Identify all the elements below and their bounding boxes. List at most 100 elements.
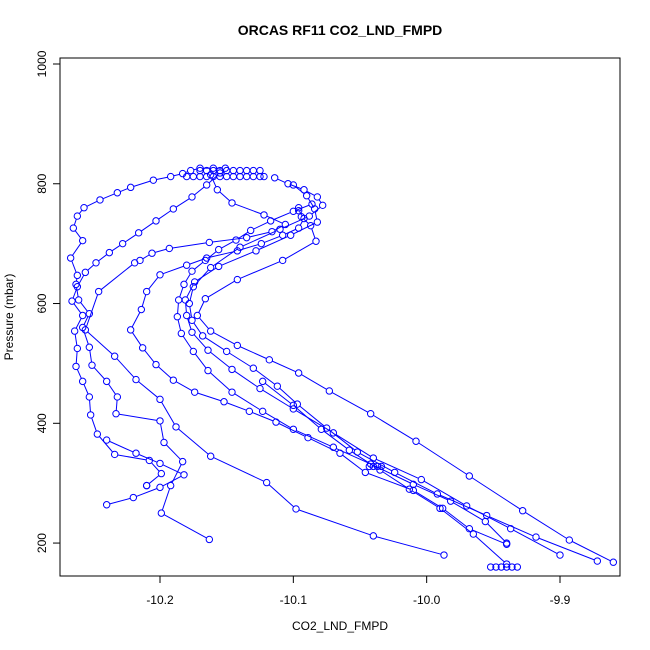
- data-point: [390, 468, 399, 477]
- series-line-segment: [73, 218, 77, 226]
- data-point: [233, 341, 242, 350]
- series-line-segment: [83, 384, 89, 395]
- data-point: [209, 164, 218, 172]
- series-line-segment: [219, 191, 230, 202]
- data-point: [289, 207, 298, 216]
- data-point: [249, 172, 258, 181]
- series-line-segment: [252, 412, 274, 422]
- series-line-segment: [444, 509, 468, 528]
- data-point: [204, 346, 212, 354]
- series-line-segment: [87, 331, 113, 355]
- data-point: [236, 243, 244, 251]
- series: [196, 166, 264, 175]
- data-point: [105, 248, 114, 257]
- data-point: [286, 231, 295, 239]
- data-point: [293, 400, 302, 408]
- data-point: [256, 166, 264, 175]
- series-line-segment: [75, 351, 78, 364]
- data-point: [172, 423, 180, 431]
- data-point: [361, 468, 370, 477]
- data-point: [78, 377, 87, 386]
- data-point: [302, 192, 311, 200]
- series-line-segment: [78, 209, 83, 214]
- data-point: [258, 377, 267, 386]
- data-point: [278, 256, 287, 265]
- data-point: [245, 407, 254, 416]
- series-line-segment: [323, 430, 348, 449]
- series-line-segment: [272, 360, 296, 373]
- series-line-segment: [162, 265, 184, 275]
- data-point: [345, 446, 354, 454]
- data-point: [157, 469, 166, 478]
- data-point: [289, 401, 298, 410]
- series-line-segment: [116, 358, 135, 378]
- data-point: [486, 563, 495, 571]
- series-line-segment: [99, 436, 113, 453]
- data-point: [258, 407, 267, 416]
- series-line-segment: [162, 475, 182, 487]
- series: [185, 174, 602, 565]
- series-line-segment: [336, 448, 368, 464]
- series-line-segment: [154, 248, 167, 253]
- series-line-segment: [285, 242, 314, 260]
- data-point: [189, 283, 198, 291]
- series-line-segment: [310, 438, 338, 453]
- data-point: [565, 536, 574, 544]
- series-line-segment: [213, 457, 264, 482]
- series-line-segment: [119, 413, 157, 421]
- data-point: [206, 327, 215, 335]
- series-line-segment: [376, 536, 442, 555]
- data-point: [249, 166, 258, 175]
- series-line-segment: [158, 366, 172, 379]
- series-line-segment: [75, 318, 82, 329]
- series: [181, 181, 564, 559]
- series-line-segment: [240, 261, 280, 279]
- series-line-segment: [163, 514, 207, 539]
- data-point: [148, 249, 156, 257]
- series-line-segment: [165, 444, 181, 460]
- series-line-segment: [318, 199, 322, 203]
- data-point: [229, 166, 238, 175]
- data-point: [165, 244, 174, 253]
- series-line-segment: [240, 346, 267, 359]
- series-line-segment: [264, 235, 280, 243]
- series-line-segment: [138, 454, 158, 463]
- series-line-segment: [299, 405, 325, 427]
- series-line-segment: [98, 254, 108, 262]
- series-line-segment: [571, 541, 611, 562]
- data-point: [440, 551, 448, 559]
- series-line-segment: [109, 497, 131, 505]
- data-point: [242, 233, 251, 242]
- chart-title: ORCAS RF11 CO2_LND_FMPD: [238, 22, 443, 38]
- series-line-segment: [311, 206, 321, 215]
- series-line-segment: [255, 369, 276, 385]
- data-point: [126, 183, 135, 192]
- data-point: [313, 193, 322, 201]
- series-line-segment: [279, 387, 296, 403]
- data-point: [156, 459, 164, 468]
- data-point: [228, 388, 236, 396]
- series-line-segment: [194, 353, 207, 369]
- data-point: [73, 344, 82, 353]
- series-line-segment: [278, 423, 306, 437]
- data-point: [265, 356, 274, 364]
- series-line-segment: [178, 428, 209, 455]
- y-tick-label: 800: [35, 173, 49, 193]
- series-line-segment: [249, 231, 270, 238]
- series-line-segment: [210, 351, 230, 368]
- data-point: [157, 509, 166, 517]
- data-point: [142, 481, 151, 490]
- data-point: [292, 505, 300, 513]
- series-line-segment: [453, 502, 483, 521]
- data-point: [169, 205, 178, 213]
- series-line-segment: [416, 485, 448, 501]
- series-line-segment: [151, 462, 160, 472]
- series-line-segment: [273, 212, 291, 221]
- series-line-segment: [328, 429, 356, 451]
- data-point: [112, 410, 120, 418]
- x-tick-label: -10.0: [413, 593, 441, 607]
- series-line-segment: [76, 287, 79, 297]
- series-line-segment: [162, 464, 182, 474]
- series-line-segment: [475, 535, 505, 563]
- data-point: [497, 563, 506, 571]
